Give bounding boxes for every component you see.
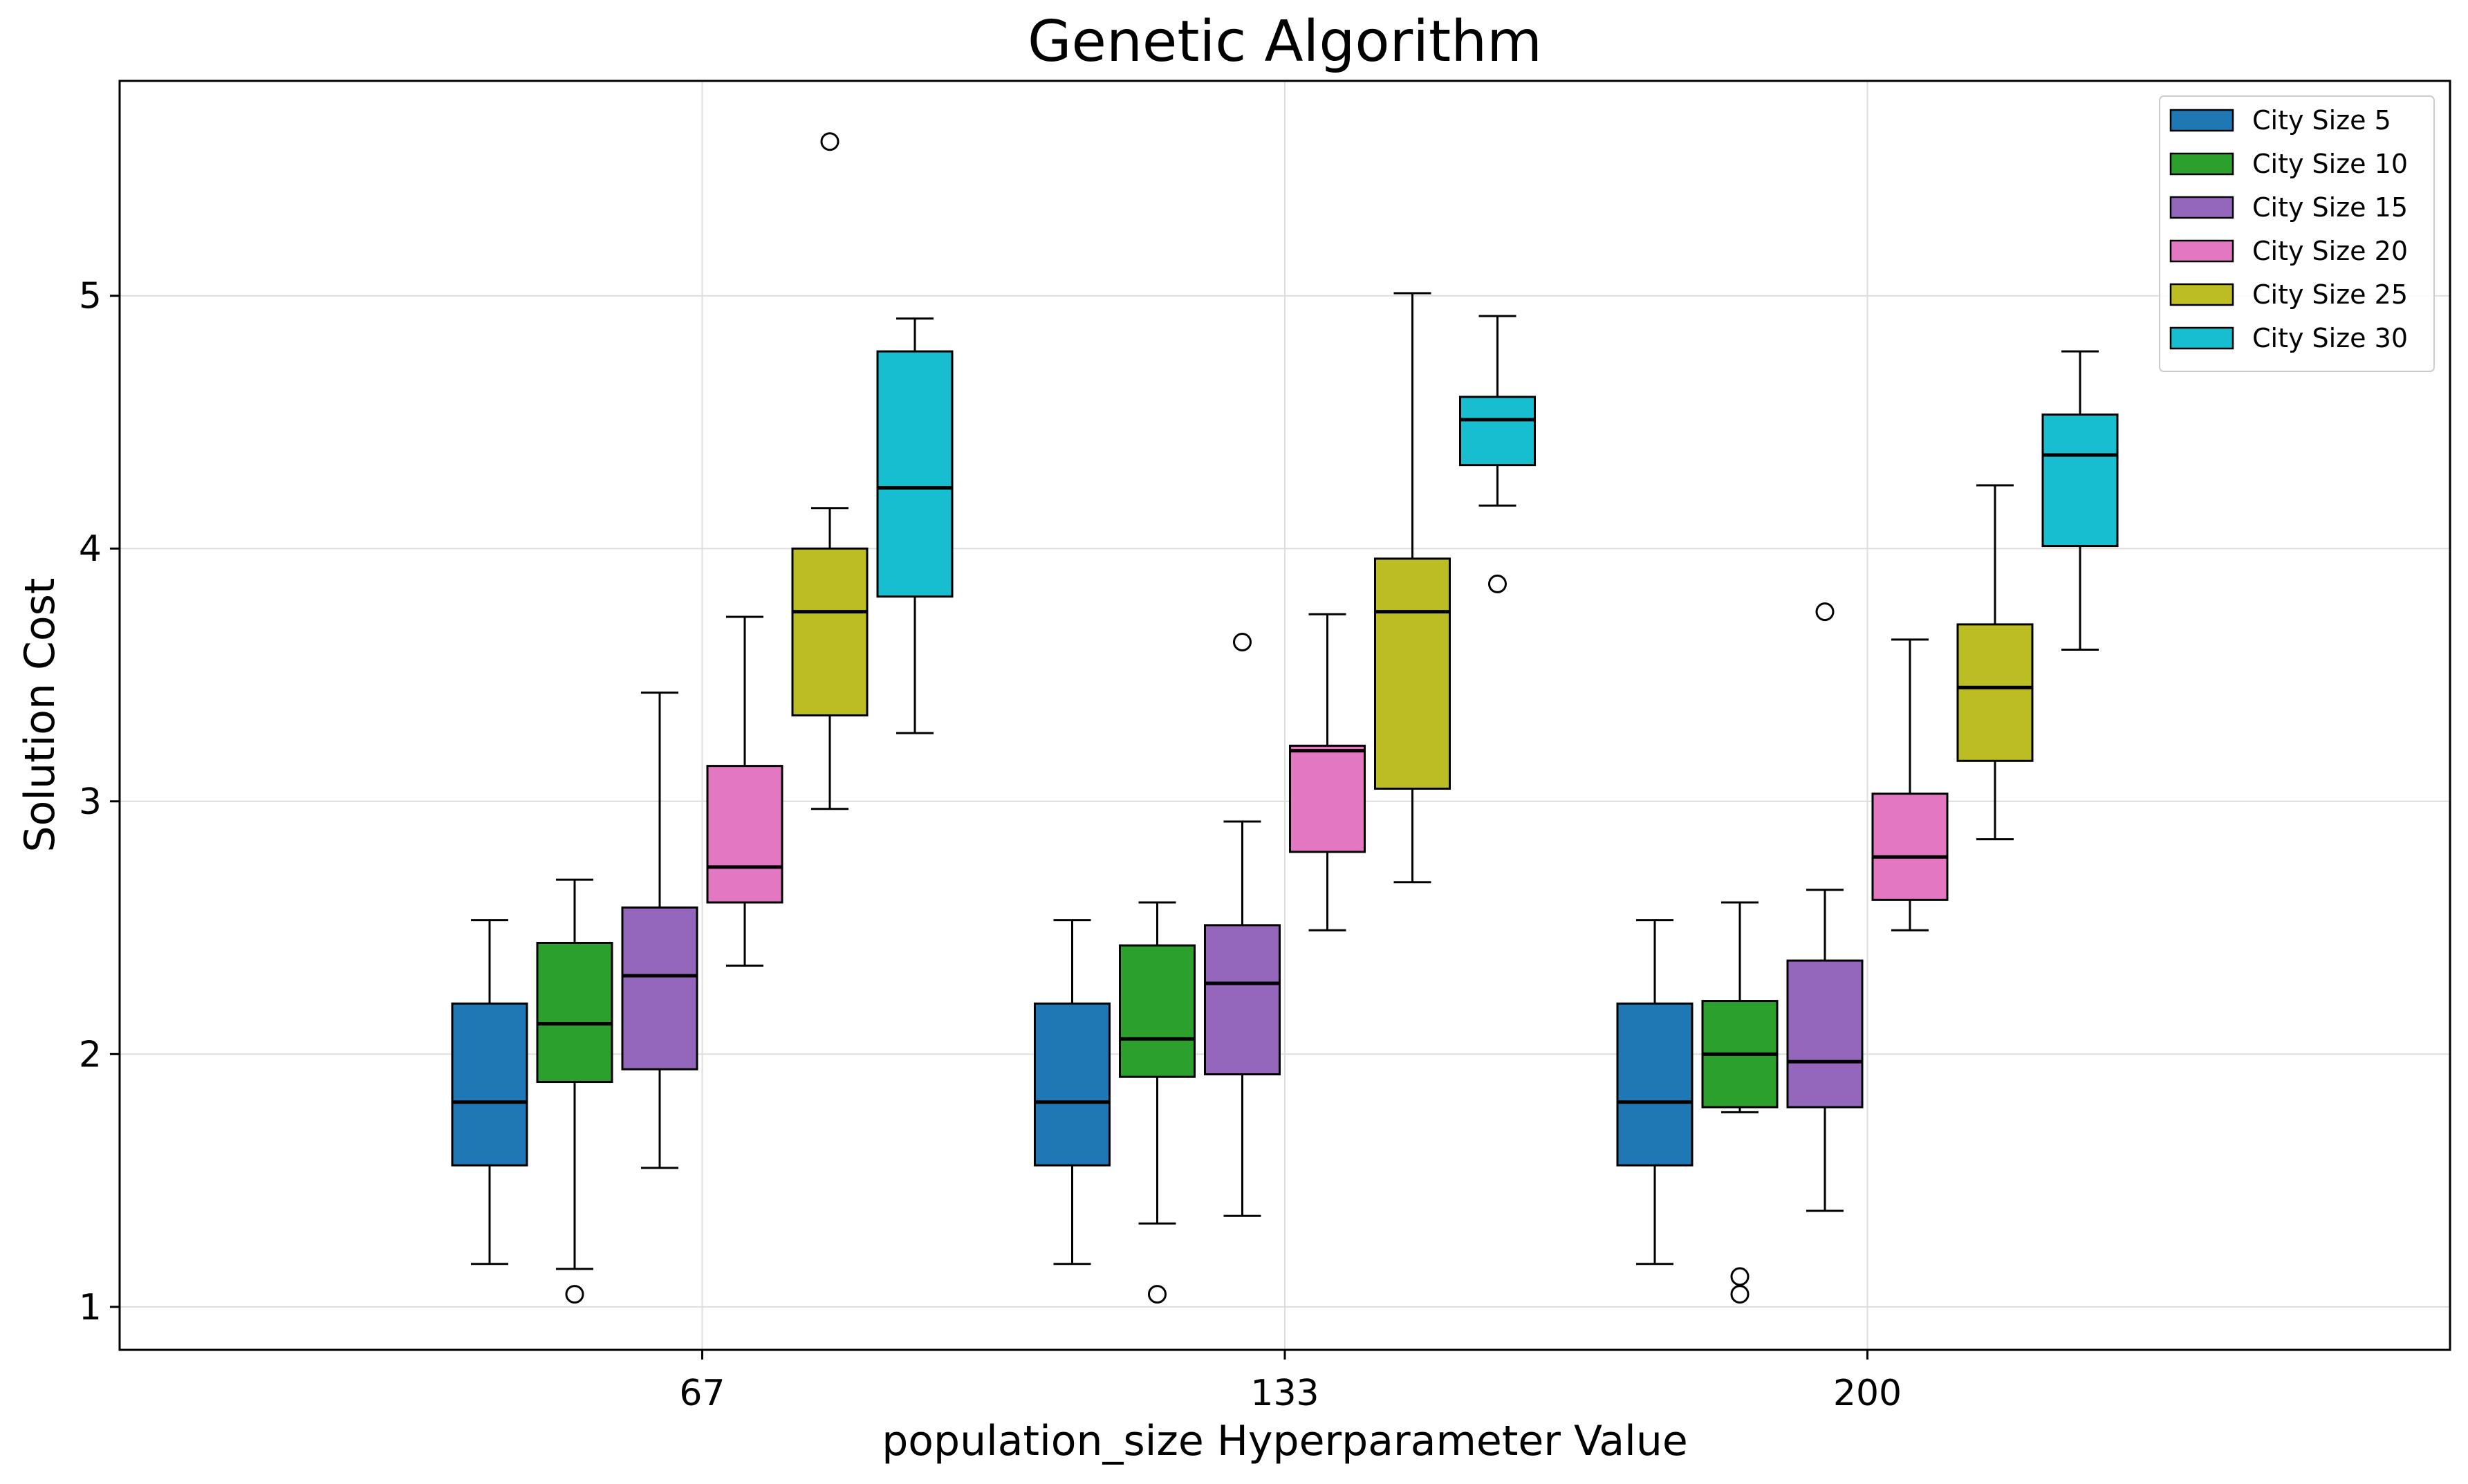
box-iqr: [1786, 959, 1864, 1109]
box-0-0: [451, 919, 528, 1265]
box-iqr: [1034, 1002, 1111, 1167]
legend-swatch: [2169, 109, 2234, 132]
outlier-point: [1148, 1285, 1167, 1304]
box-iqr: [1459, 396, 1536, 467]
y-tick-label: 4: [79, 528, 102, 570]
box-2-3: [1871, 638, 1949, 931]
box-iqr: [1871, 792, 1949, 901]
legend-label: City Size 20: [2252, 236, 2408, 266]
x-tick-label: 67: [679, 1373, 725, 1414]
outlier-point: [1730, 1285, 1750, 1304]
box-0-1: [536, 878, 613, 1304]
box-0-2: [621, 692, 698, 1169]
y-tick-label: 5: [79, 276, 102, 317]
box-iqr: [1119, 944, 1196, 1078]
box-plots: [451, 132, 2119, 1304]
legend-swatch: [2169, 196, 2234, 219]
legend-swatch: [2169, 326, 2234, 350]
y-tick-label: 3: [79, 781, 102, 823]
legend-label: City Size 25: [2252, 279, 2408, 310]
box-1-5: [1459, 315, 1536, 593]
box-iqr: [1374, 557, 1451, 790]
box-iqr: [1204, 924, 1281, 1076]
box-0-3: [706, 615, 783, 967]
outlier-point: [1730, 1267, 1750, 1286]
outlier-point: [820, 132, 839, 151]
box-0-5: [876, 317, 954, 734]
box-2-0: [1616, 919, 1694, 1265]
box-2-5: [2041, 350, 2119, 651]
box-1-3: [1289, 613, 1366, 931]
x-tick-label: 133: [1250, 1373, 1319, 1414]
x-axis-label: population_size Hyperparameter Value: [882, 1417, 1688, 1465]
box-1-1: [1119, 901, 1196, 1304]
box-iqr: [1956, 623, 2034, 762]
box-iqr: [706, 765, 783, 904]
y-tick-label: 1: [79, 1287, 102, 1328]
outlier-point: [1233, 632, 1252, 651]
box-iqr: [876, 350, 954, 598]
box-iqr: [2041, 414, 2119, 548]
box-0-4: [791, 132, 869, 810]
legend-label: City Size 5: [2252, 105, 2391, 136]
legend-swatch: [2169, 239, 2234, 263]
box-2-1: [1701, 901, 1779, 1304]
box-iqr: [1289, 744, 1366, 853]
box-iqr: [791, 547, 869, 716]
box-1-2: [1204, 632, 1281, 1217]
outlier-point: [565, 1285, 584, 1304]
box-iqr: [1616, 1002, 1694, 1167]
legend-label: City Size 30: [2252, 323, 2408, 353]
box-2-2: [1786, 602, 1864, 1212]
box-1-4: [1374, 292, 1451, 884]
legend-label: City Size 10: [2252, 149, 2408, 179]
y-axis-label: Solution Cost: [16, 578, 64, 853]
box-iqr: [621, 906, 698, 1070]
y-axis: 1 2 3 4 5: [79, 276, 120, 1328]
x-tick-label: 200: [1833, 1373, 1902, 1414]
legend: City Size 5 City Size 10 City Size 15 City …: [2159, 95, 2435, 372]
chart-title: Genetic Algorithm: [1028, 9, 1542, 75]
y-tick-label: 2: [79, 1034, 102, 1075]
box-1-0: [1034, 919, 1111, 1265]
outlier-point: [1488, 574, 1507, 593]
box-iqr: [536, 941, 613, 1084]
legend-swatch: [2169, 283, 2234, 306]
legend-swatch: [2169, 152, 2234, 176]
outlier-point: [1815, 602, 1835, 622]
box-iqr: [451, 1002, 528, 1167]
legend-label: City Size 15: [2252, 192, 2408, 223]
box-2-4: [1956, 484, 2034, 841]
x-axis: 67 133 200: [679, 1350, 1902, 1414]
